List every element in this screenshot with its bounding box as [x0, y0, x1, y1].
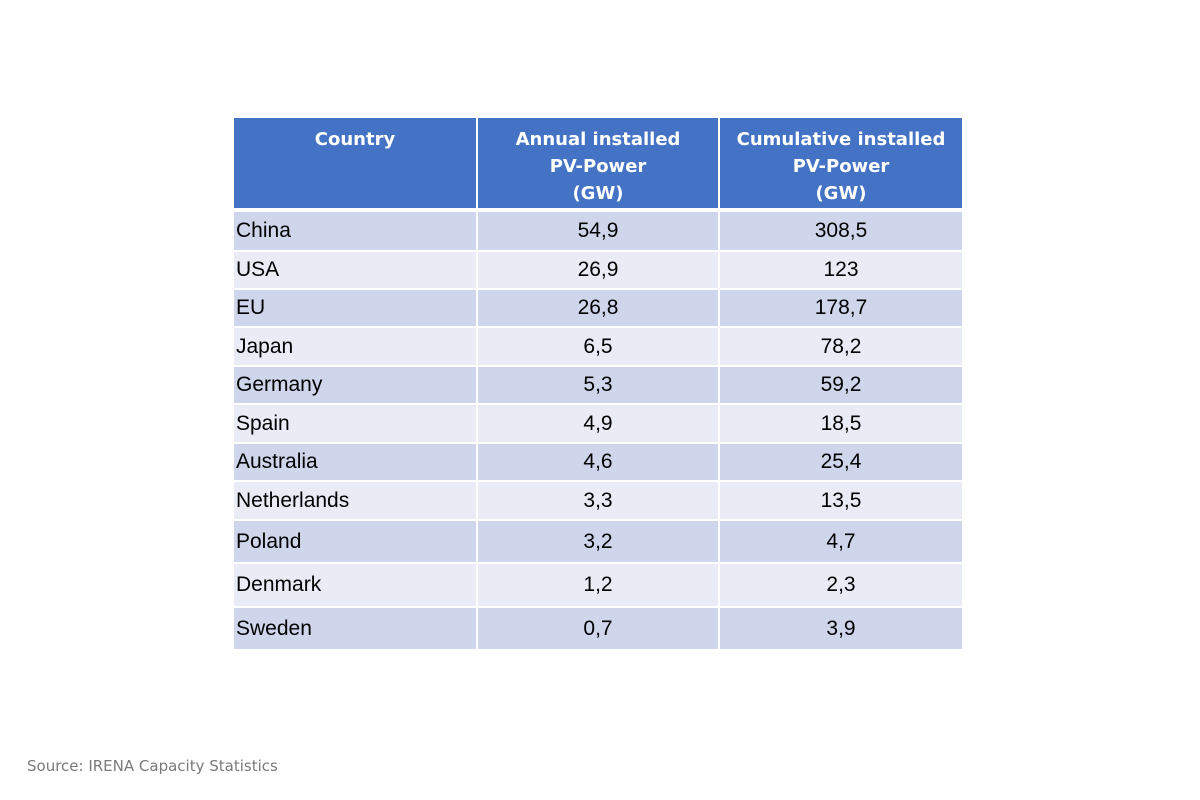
- cell-annual-gw: 26,9: [476, 250, 718, 288]
- cell-cumulative-gw: 3,9: [718, 606, 962, 649]
- table-row: Poland 3,2 4,7: [234, 519, 962, 562]
- cell-country: Poland: [234, 519, 476, 562]
- table-row: Japan 6,5 78,2: [234, 326, 962, 365]
- cell-country: Netherlands: [234, 480, 476, 519]
- cell-annual-gw: 54,9: [476, 212, 718, 250]
- table-row: USA 26,9 123: [234, 250, 962, 288]
- cell-cumulative-gw: 178,7: [718, 288, 962, 326]
- header-annual-installed: Annual installed PV-Power (GW): [476, 118, 718, 212]
- cell-cumulative-gw: 308,5: [718, 212, 962, 250]
- header-line: (GW): [572, 183, 624, 204]
- header-line: PV-Power: [792, 156, 890, 177]
- table-header-row: Country Annual installed PV-Power (GW) C…: [234, 118, 962, 212]
- table-row: Sweden 0,7 3,9: [234, 606, 962, 649]
- header-line: (GW): [815, 183, 867, 204]
- cell-annual-gw: 3,3: [476, 480, 718, 519]
- cell-cumulative-gw: 78,2: [718, 326, 962, 365]
- header-country: Country: [234, 118, 476, 212]
- cell-annual-gw: 0,7: [476, 606, 718, 649]
- cell-annual-gw: 4,6: [476, 442, 718, 480]
- header-line: PV-Power: [549, 156, 647, 177]
- source-note: Source: IRENA Capacity Statistics: [27, 757, 278, 775]
- table-row: EU 26,8 178,7: [234, 288, 962, 326]
- cell-cumulative-gw: 25,4: [718, 442, 962, 480]
- cell-country: EU: [234, 288, 476, 326]
- cell-country: Germany: [234, 365, 476, 403]
- cell-country: Australia: [234, 442, 476, 480]
- cell-country: Sweden: [234, 606, 476, 649]
- table-row: China 54,9 308,5: [234, 212, 962, 250]
- pv-power-table: Country Annual installed PV-Power (GW) C…: [234, 118, 962, 649]
- cell-annual-gw: 4,9: [476, 403, 718, 442]
- cell-country: China: [234, 212, 476, 250]
- header-line: Annual installed: [515, 129, 681, 150]
- table-row: Spain 4,9 18,5: [234, 403, 962, 442]
- cell-annual-gw: 26,8: [476, 288, 718, 326]
- cell-country: Denmark: [234, 562, 476, 606]
- header-cumulative-installed: Cumulative installed PV-Power (GW): [718, 118, 962, 212]
- cell-cumulative-gw: 13,5: [718, 480, 962, 519]
- table-row: Netherlands 3,3 13,5: [234, 480, 962, 519]
- table-body: China 54,9 308,5 USA 26,9 123 EU 26,8 178,7 Japan…: [234, 212, 962, 649]
- cell-country: Spain: [234, 403, 476, 442]
- cell-cumulative-gw: 123: [718, 250, 962, 288]
- cell-cumulative-gw: 18,5: [718, 403, 962, 442]
- header-line: Cumulative installed: [736, 129, 946, 150]
- cell-cumulative-gw: 2,3: [718, 562, 962, 606]
- table-row: Denmark 1,2 2,3: [234, 562, 962, 606]
- table-row: Australia 4,6 25,4: [234, 442, 962, 480]
- cell-annual-gw: 1,2: [476, 562, 718, 606]
- cell-annual-gw: 6,5: [476, 326, 718, 365]
- table-row: Germany 5,3 59,2: [234, 365, 962, 403]
- cell-country: Japan: [234, 326, 476, 365]
- cell-cumulative-gw: 4,7: [718, 519, 962, 562]
- cell-cumulative-gw: 59,2: [718, 365, 962, 403]
- header-line: Country: [314, 129, 396, 150]
- cell-annual-gw: 3,2: [476, 519, 718, 562]
- cell-annual-gw: 5,3: [476, 365, 718, 403]
- cell-country: USA: [234, 250, 476, 288]
